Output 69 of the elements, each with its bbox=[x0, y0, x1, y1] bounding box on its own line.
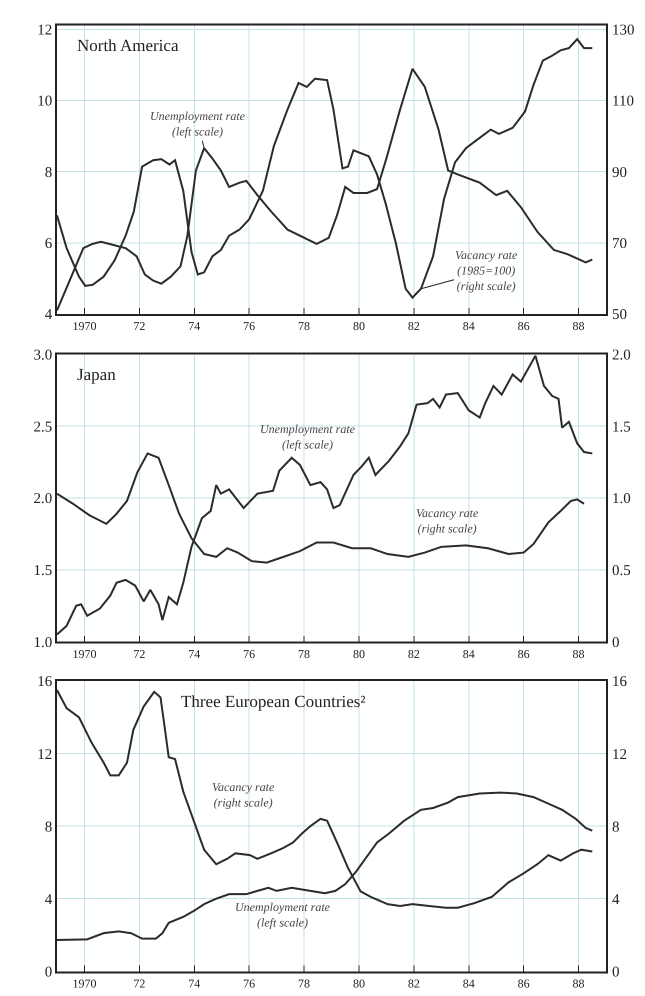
series-label: Vacancy rate (right scale) bbox=[212, 780, 275, 810]
series-label: Unemployment rate (left scale) bbox=[235, 900, 331, 930]
y2-tick-label: 0 bbox=[612, 634, 620, 651]
y-tick-label: 10 bbox=[37, 94, 52, 110]
x-tick-label: 86 bbox=[518, 319, 530, 334]
y2-tick-label: 4 bbox=[612, 892, 620, 908]
x-tick-label: 82 bbox=[408, 646, 420, 661]
x-tick-label: 80 bbox=[352, 319, 365, 334]
y2-tick-label: 2.0 bbox=[612, 348, 631, 364]
x-tick-label: 72 bbox=[133, 646, 146, 661]
y-tick-label: 1.5 bbox=[34, 563, 52, 580]
y-tick-label: 0 bbox=[44, 964, 52, 981]
x-tick-label: 1970 bbox=[72, 976, 96, 990]
x-tick-label: 74 bbox=[188, 646, 200, 661]
y-tick-label: 4 bbox=[44, 892, 53, 908]
y2-tick-label: 50 bbox=[612, 307, 627, 324]
y-tick-label: 2.5 bbox=[34, 419, 52, 436]
x-tick-label: 84 bbox=[462, 646, 475, 661]
x-tick-label: 88 bbox=[572, 319, 585, 334]
y-tick-label: 3.0 bbox=[34, 348, 52, 364]
text: Unemployment rate (left scale) bbox=[150, 109, 246, 139]
x-tick-label: 80 bbox=[352, 976, 365, 990]
y-tick-label: 8 bbox=[44, 819, 52, 836]
series-label: Vacancy rate (1985=100) (right scale) bbox=[455, 248, 518, 294]
x-tick-label: 72 bbox=[133, 976, 146, 990]
x-tick-label: 88 bbox=[572, 646, 585, 661]
x-tick-label: 74 bbox=[188, 319, 200, 334]
y2-tick-label: 1.0 bbox=[612, 491, 631, 508]
x-tick-label: 78 bbox=[298, 646, 310, 661]
x-tick-label: 76 bbox=[243, 976, 256, 990]
series-label: Unemployment rate (left scale) bbox=[260, 422, 356, 452]
x-tick-label: 86 bbox=[518, 976, 530, 990]
y2-tick-label: 90 bbox=[612, 164, 627, 181]
text: North America bbox=[77, 36, 179, 55]
x-tick-label: 84 bbox=[462, 976, 475, 990]
x-tick-label: 82 bbox=[408, 319, 420, 334]
y-tick-label: 2.0 bbox=[34, 491, 52, 508]
x-tick-label: 74 bbox=[188, 976, 200, 990]
x-tick-label: 76 bbox=[243, 646, 256, 661]
x-tick-label: 76 bbox=[243, 319, 256, 334]
x-tick-label: 88 bbox=[572, 976, 585, 990]
y-tick-label: 4 bbox=[44, 307, 53, 324]
series-label: Vacancy rate (right scale) bbox=[416, 506, 479, 536]
y2-tick-label: 110 bbox=[612, 94, 634, 110]
x-tick-label: 78 bbox=[298, 319, 310, 334]
y2-tick-label: 130 bbox=[612, 22, 634, 39]
x-tick-label: 84 bbox=[462, 319, 475, 334]
y2-tick-label: 1.5 bbox=[612, 419, 631, 436]
y2-tick-label: 8 bbox=[612, 819, 620, 836]
y-tick-label: 12 bbox=[37, 746, 52, 763]
x-tick-label: 78 bbox=[298, 976, 310, 990]
y2-tick-label: 12 bbox=[612, 746, 627, 763]
x-tick-label: 1970 bbox=[72, 646, 96, 661]
y2-tick-label: 0.5 bbox=[612, 563, 631, 580]
y2-tick-label: 0 bbox=[612, 964, 620, 981]
text: Japan bbox=[77, 365, 116, 384]
y-tick-label: 16 bbox=[37, 674, 53, 690]
x-tick-label: 80 bbox=[352, 646, 365, 661]
x-tick-label: 72 bbox=[133, 319, 146, 334]
x-tick-label: 1970 bbox=[72, 319, 96, 334]
y-tick-label: 6 bbox=[44, 236, 53, 252]
y-tick-label: 12 bbox=[37, 22, 52, 39]
y2-tick-label: 16 bbox=[612, 674, 628, 690]
y2-tick-label: 70 bbox=[612, 236, 627, 252]
text: Three European Countries² bbox=[181, 692, 366, 711]
y-tick-label: 8 bbox=[44, 164, 52, 181]
y-tick-label: 1.0 bbox=[34, 634, 52, 651]
x-tick-label: 86 bbox=[518, 646, 530, 661]
x-tick-label: 82 bbox=[408, 976, 420, 990]
